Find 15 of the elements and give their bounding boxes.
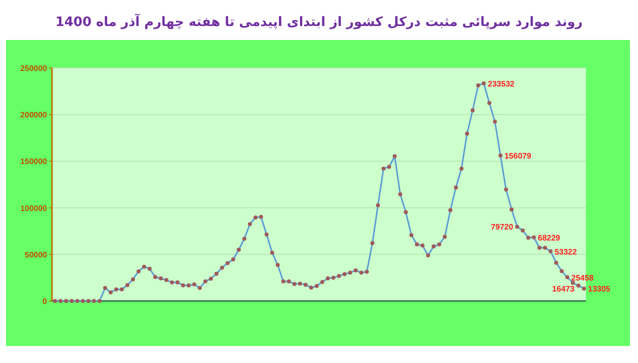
y-tick-label: 0 bbox=[42, 297, 48, 306]
y-tick-label: 200000 bbox=[20, 110, 48, 120]
y-tick-label: 100000 bbox=[20, 204, 48, 213]
data-label: 156079 bbox=[504, 152, 532, 161]
data-label: 53322 bbox=[554, 247, 578, 256]
data-label: 68229 bbox=[538, 233, 561, 242]
data-label: 233532 bbox=[488, 79, 516, 88]
y-tick-label: 250000 bbox=[20, 64, 48, 73]
y-tick-label: 150000 bbox=[20, 157, 48, 166]
data-label: 13305 bbox=[588, 284, 611, 294]
chart-title: روند موارد سرپائی مثبت درکل کشور از ابتدای اپیدمی تا هفته چهارم آذر ماه 1400 bbox=[55, 13, 583, 30]
data-label: 16473 bbox=[552, 284, 575, 294]
data-label: 79720 bbox=[490, 222, 514, 232]
y-tick-label: 50000 bbox=[24, 250, 48, 260]
data-label: 25458 bbox=[571, 273, 594, 282]
